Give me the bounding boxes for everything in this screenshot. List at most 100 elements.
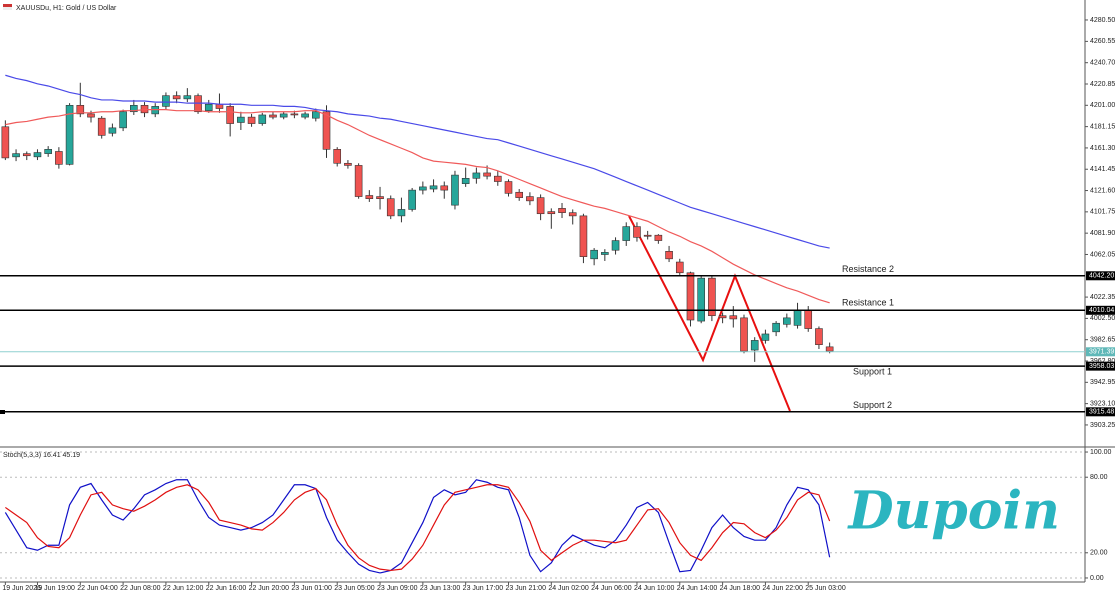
candle-body: [654, 234, 663, 241]
candle-body: [665, 251, 673, 260]
x-tick-label: 24 Jun 22:00: [762, 585, 803, 591]
candle-body: [386, 198, 395, 217]
candle-body: [611, 240, 620, 251]
candle-body: [419, 186, 427, 191]
level-label: Resistance 2: [842, 264, 894, 274]
candle-body: [536, 197, 545, 215]
x-tick-label: 23 Jun 17:00: [463, 585, 504, 591]
y-tick-label: 4141.45: [1090, 166, 1115, 173]
candle-body: [568, 212, 577, 217]
candle-body: [772, 322, 780, 333]
y-tick-label: 4121.60: [1090, 187, 1115, 194]
candle-body: [825, 346, 834, 352]
level-value: 4010.04: [1089, 307, 1114, 314]
x-tick-label: 24 Jun 18:00: [720, 585, 761, 591]
x-tick-label: 24 Jun 14:00: [677, 585, 718, 591]
bid-tag: [1086, 347, 1115, 357]
candle-body: [87, 113, 95, 118]
x-tick-label: 23 Jun 21:00: [505, 585, 546, 591]
x-tick-label: 22 Jun 12:00: [163, 585, 204, 591]
candle-body: [815, 328, 823, 345]
candle-body: [172, 95, 181, 100]
candle-body: [76, 105, 85, 115]
y-tick-label: 4240.70: [1090, 60, 1115, 67]
y-tick-label: 4201.00: [1090, 102, 1115, 109]
flag-icon: [3, 7, 12, 10]
candle-body: [622, 226, 631, 241]
candle-body: [12, 153, 20, 158]
level-label: Support 2: [853, 400, 892, 410]
y-tick-label: 20.00: [1090, 550, 1108, 557]
candle-body: [365, 195, 374, 200]
y-tick-label: 4181.15: [1090, 123, 1115, 130]
level-tag: [1086, 407, 1115, 417]
candle-body: [226, 106, 234, 124]
x-tick-label: 22 Jun 04:00: [77, 585, 118, 591]
candle-body: [344, 162, 352, 166]
x-tick-label: 24 Jun 06:00: [591, 585, 632, 591]
candle-body: [558, 208, 566, 213]
candle-body: [493, 175, 502, 182]
x-tick-label: 19 Jun 2026: [2, 585, 41, 591]
candle-body: [408, 189, 416, 210]
level-value: 3958.03: [1089, 363, 1114, 370]
level-label: Support 1: [853, 367, 892, 377]
candle-body: [33, 152, 42, 158]
candle-body: [643, 234, 652, 237]
x-tick-label: 23 Jun 05:00: [334, 585, 375, 591]
candle-body: [590, 249, 598, 260]
candle-body: [804, 310, 813, 329]
logo: Dupoin: [846, 481, 1060, 542]
candle-body: [429, 185, 438, 190]
candle-body: [55, 151, 63, 165]
y-tick-label: 3982.65: [1090, 337, 1115, 344]
y-tick-label: 80.00: [1090, 474, 1108, 481]
y-tick-label: 3923.10: [1090, 400, 1115, 407]
candle-body: [22, 153, 31, 157]
y-tick-label: 4220.85: [1090, 81, 1115, 88]
candle-body: [290, 113, 299, 116]
candle-body: [397, 209, 406, 217]
candle-body: [526, 196, 534, 202]
candle-body: [204, 103, 213, 111]
candle-body: [162, 95, 170, 107]
x-tick-label: 19 Jun 19:00: [34, 585, 75, 591]
candle-body: [108, 127, 117, 134]
y-tick-label: 4062.05: [1090, 251, 1115, 258]
candle-body: [258, 114, 267, 124]
candle-body: [301, 113, 309, 118]
candle-body: [686, 272, 695, 321]
x-tick-label: 23 Jun 09:00: [377, 585, 418, 591]
y-tick-label: 4022.35: [1090, 294, 1115, 301]
candle-body: [718, 315, 727, 319]
y-tick-label: 4280.50: [1090, 17, 1115, 24]
x-tick-label: 24 Jun 02:00: [548, 585, 589, 591]
level-value: 3915.48: [1089, 409, 1114, 416]
y-tick-label: 4161.30: [1090, 145, 1115, 152]
candle-body: [376, 196, 384, 200]
candle-body: [451, 174, 459, 206]
candle-body: [472, 172, 481, 179]
x-tick-label: 23 Jun 01:00: [291, 585, 332, 591]
candle-body: [504, 181, 513, 194]
level-label: Resistance 1: [842, 298, 894, 308]
x-tick-label: 22 Jun 16:00: [206, 585, 247, 591]
level-tag: [1086, 271, 1115, 281]
candle-body: [130, 105, 138, 113]
chart-title: XAUUSDu, H1: Gold / US Dollar: [16, 5, 117, 12]
candle-body: [750, 340, 759, 351]
candle-body: [697, 277, 705, 322]
x-tick-label: 22 Jun 08:00: [120, 585, 161, 591]
candle-body: [312, 111, 320, 119]
candle-body: [675, 261, 684, 274]
bid-value: 3971.39: [1089, 349, 1114, 356]
level-tag: [1086, 305, 1115, 315]
y-tick-label: 4260.55: [1090, 38, 1115, 45]
y-tick-label: 4002.50: [1090, 315, 1115, 322]
candle-body: [237, 116, 245, 123]
y-tick-label: 4081.90: [1090, 230, 1115, 237]
candle-body: [515, 191, 523, 198]
y-tick-label: 3962.80: [1090, 358, 1115, 365]
